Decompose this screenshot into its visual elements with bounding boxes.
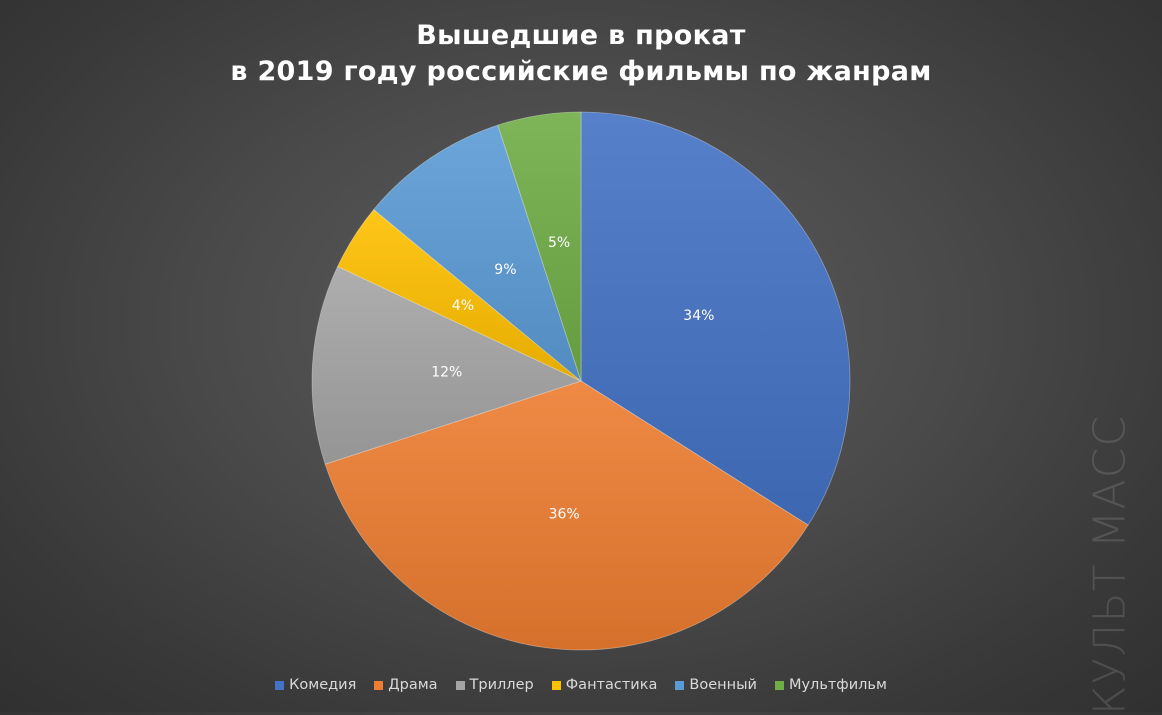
pie-slice-shading [324, 380, 809, 651]
data-label-4: 9% [494, 262, 516, 278]
pie-slice-0 [580, 111, 851, 526]
pie-slice-3 [337, 208, 582, 382]
legend-item-4: Военный [675, 677, 757, 693]
watermark-text: КУЛЬТ МАСС [1084, 414, 1136, 715]
legend-label: Комедия [289, 677, 357, 693]
legend-swatch [774, 680, 784, 690]
data-label-5: 5% [548, 235, 570, 251]
legend-label: Драма [388, 677, 438, 693]
pie-slice-4 [373, 124, 582, 383]
pie-data-labels: 34% 36% 12% 4% 9% 5% [431, 235, 714, 523]
pie-slice-1 [324, 380, 809, 651]
chart-legend: Комедия Драма Триллер Фантастика Военный Муль… [0, 677, 1162, 693]
legend-item-5: Мультфильм [774, 677, 887, 693]
legend-label: Мультфильм [788, 677, 887, 693]
legend-item-3: Фантастика [551, 677, 658, 693]
pie-slice-shading [497, 111, 582, 382]
chart-title-line-1: Вышедшие в прокат [416, 20, 746, 51]
legend-item-2: Триллер [455, 677, 534, 693]
legend-swatch [374, 680, 384, 690]
pie-slice-5 [497, 111, 582, 382]
legend-label: Триллер [469, 677, 534, 693]
pie-slice-shading [311, 265, 583, 465]
legend-swatch [551, 680, 561, 690]
legend-swatch [675, 680, 685, 690]
data-label-0: 34% [683, 308, 714, 324]
data-label-3: 4% [452, 298, 474, 314]
data-label-1: 36% [549, 506, 580, 522]
legend-label: Фантастика [565, 677, 658, 693]
data-label-2: 12% [431, 365, 462, 381]
legend-label: Военный [689, 677, 757, 693]
pie-slice-shading [580, 111, 851, 526]
chart-title-line-2: в 2019 году российские фильмы по жанрам [230, 56, 932, 87]
pie-slices [311, 111, 851, 651]
pie-slice-shading [337, 208, 582, 382]
pie-slice-shading [373, 124, 582, 383]
legend-item-0: Комедия [275, 677, 356, 693]
legend-item-1: Драма [374, 677, 438, 693]
pie-slice-2 [311, 265, 583, 465]
legend-swatch [455, 680, 465, 690]
legend-swatch [275, 680, 285, 690]
chart-title: Вышедшие в прокат в 2019 году российские… [0, 18, 1162, 90]
